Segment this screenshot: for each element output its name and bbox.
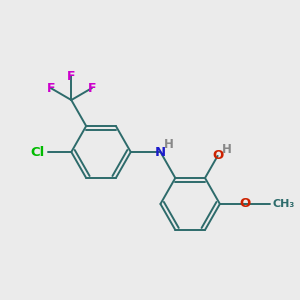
Text: N: N: [155, 146, 166, 158]
Text: O: O: [212, 149, 223, 162]
Text: H: H: [164, 139, 173, 152]
Text: Cl: Cl: [30, 146, 45, 158]
Text: F: F: [88, 82, 96, 94]
Text: O: O: [239, 197, 251, 211]
Text: H: H: [222, 143, 232, 156]
Text: F: F: [67, 70, 76, 83]
Text: CH₃: CH₃: [272, 199, 295, 209]
Text: F: F: [46, 82, 55, 94]
